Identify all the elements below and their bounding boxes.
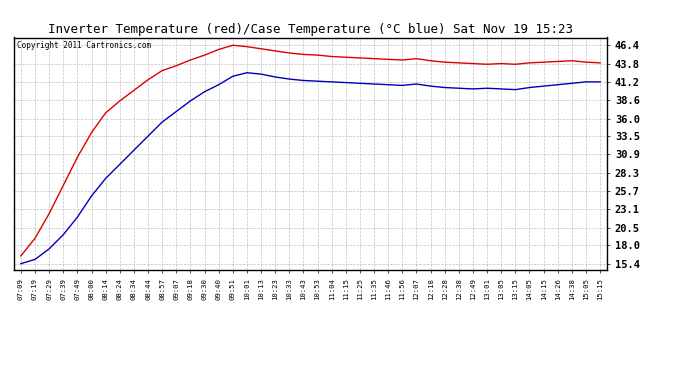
Title: Inverter Temperature (red)/Case Temperature (°C blue) Sat Nov 19 15:23: Inverter Temperature (red)/Case Temperat… xyxy=(48,23,573,36)
Text: Copyright 2011 Cartronics.com: Copyright 2011 Cartronics.com xyxy=(17,41,151,50)
